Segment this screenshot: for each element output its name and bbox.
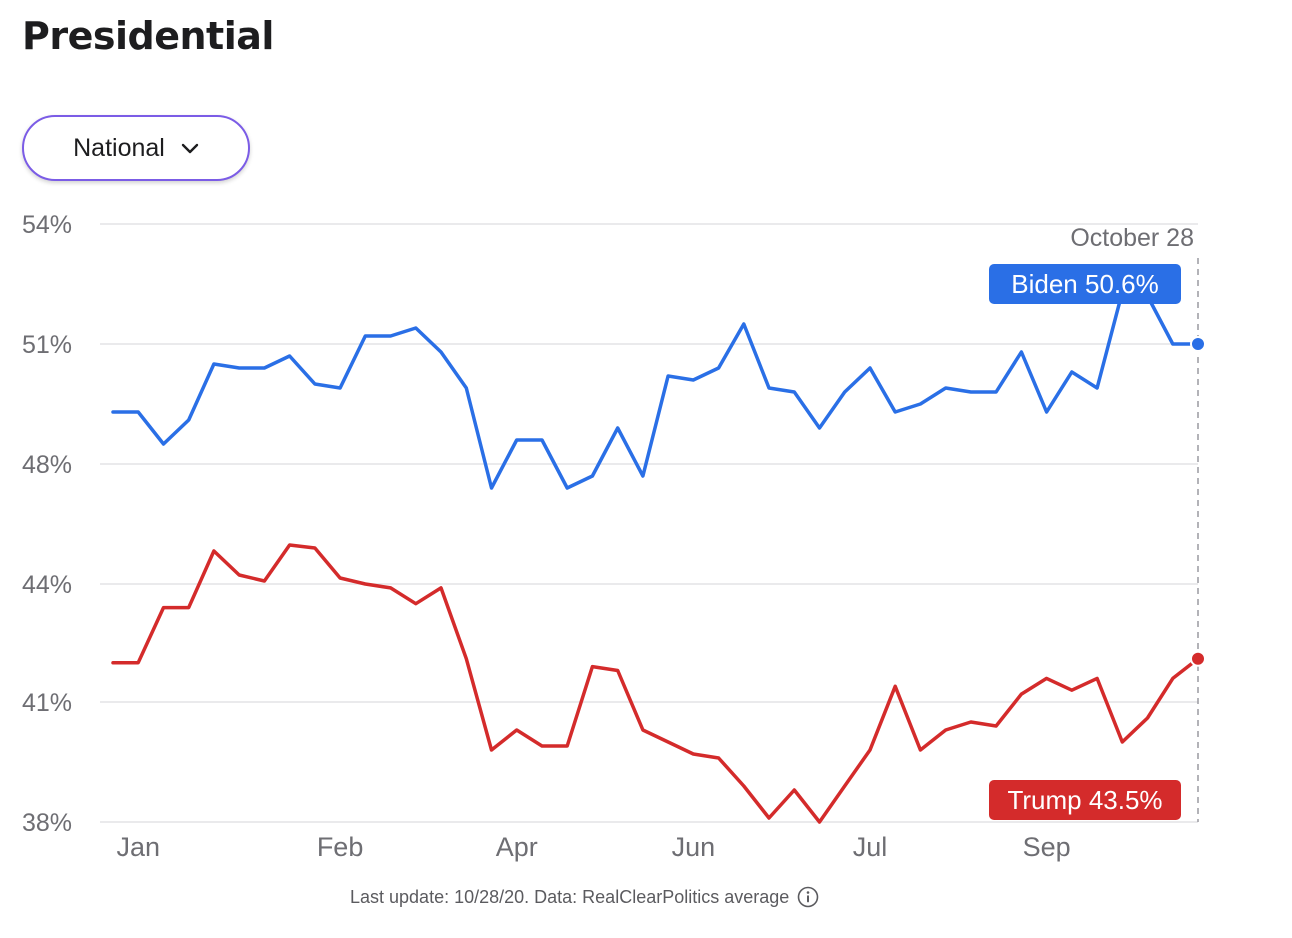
footer-text: Last update: 10/28/20. Data: RealClearPo…	[350, 886, 790, 907]
series-end-point-trump	[1190, 650, 1206, 667]
series-end-point-biden	[1190, 336, 1206, 352]
series-line-biden	[111, 290, 1200, 490]
x-tick-label: Jul	[853, 832, 888, 862]
series-badge-label-biden: Biden 50.6%	[1011, 269, 1158, 299]
region-dropdown[interactable]: National	[22, 115, 250, 181]
x-tick-label: Jun	[672, 832, 716, 862]
chevron-down-icon	[181, 142, 199, 154]
x-tick-label: Jan	[116, 832, 160, 862]
series-line-trump	[111, 543, 1200, 824]
x-tick-label: Apr	[496, 832, 538, 862]
info-icon[interactable]	[797, 886, 819, 908]
series-badge-biden	[989, 264, 1181, 304]
y-tick-label: 44%	[22, 571, 72, 599]
footer: Last update: 10/28/20. Data: RealClearPo…	[350, 886, 819, 908]
region-dropdown-label: National	[73, 133, 165, 162]
page-title: Presidential	[22, 14, 274, 58]
y-tick-label: 54%	[22, 211, 72, 239]
series-badge-label-trump: Trump 43.5%	[1007, 785, 1162, 815]
y-tick-label: 41%	[22, 689, 72, 717]
date-marker-label: October 28	[1070, 224, 1194, 252]
y-tick-label: 38%	[22, 809, 72, 837]
series-badge-trump	[989, 780, 1181, 820]
y-tick-label: 48%	[22, 451, 72, 479]
x-tick-label: Sep	[1023, 832, 1071, 862]
poll-line-chart: 38% 41% 44% 48% 51% 54% Jan Feb Apr Jun Jul Sep Octo…	[22, 211, 1206, 862]
x-tick-label: Feb	[317, 832, 364, 862]
y-tick-label: 51%	[22, 331, 72, 359]
